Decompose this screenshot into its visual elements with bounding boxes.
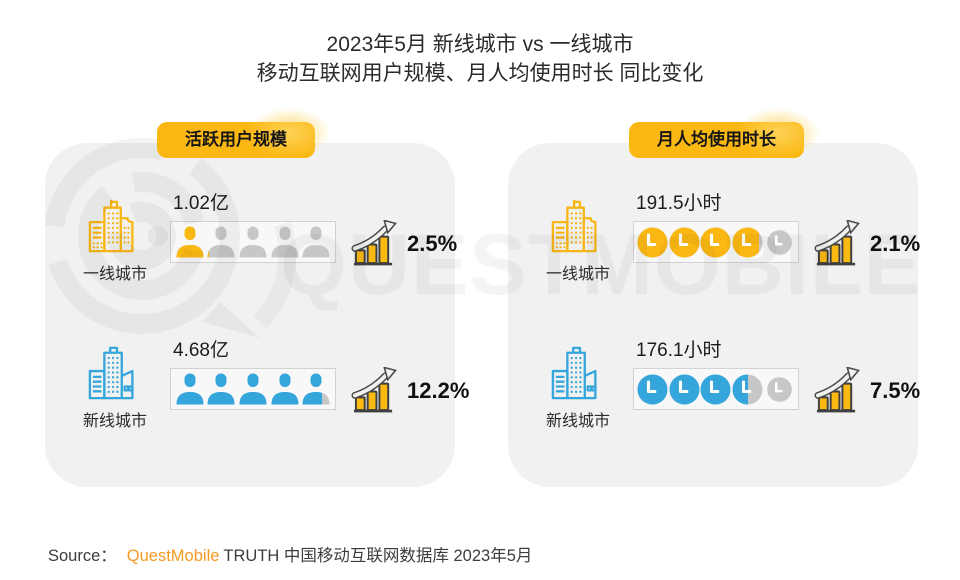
metric-block: 176.1小时 [633,340,799,410]
source-prefix: Source： [48,547,117,565]
metric-value: 4.68亿 [173,340,229,361]
city-block-new-line: 新线城市 [534,345,622,431]
person-icon-gauge [170,221,336,263]
person-icon [301,226,331,258]
person-icon [270,373,300,405]
metric-block: 191.5小时 [633,193,799,263]
person-icon [301,373,331,405]
clock-icon [732,374,763,405]
metric-block: 1.02亿 [170,193,336,263]
clock-icon [637,374,668,405]
growth-bars-arrow-icon [351,367,397,413]
clock-icon [767,376,792,402]
growth-bars-arrow-icon [814,367,860,413]
growth-block: 2.5% [351,220,457,267]
first-tier-city-buildings-icon [88,199,134,253]
panel-row-first-tier: 一线城市 191.5小时 [534,193,920,284]
first-tier-city-buildings-icon [551,199,597,253]
clock-icon-gauge [633,368,799,410]
clock-icon [767,229,792,255]
clock-icon-gauge [633,221,799,263]
new-line-city-buildings-icon [551,346,597,400]
city-block-first-tier: 一线城市 [534,198,622,284]
metric-block: 4.68亿 [170,340,336,410]
person-icon [238,226,268,258]
panel-row-first-tier: 一线城市 1.02亿 [71,193,457,284]
active-user-scale-badge: 活跃用户规模 [157,108,331,158]
person-icon [175,373,205,405]
growth-block: 7.5% [814,367,920,414]
metric-value: 176.1小时 [636,340,722,361]
growth-bars-arrow-icon [814,220,860,266]
metric-value: 1.02亿 [173,193,229,214]
metric-value: 191.5小时 [636,193,722,214]
growth-block: 2.1% [814,220,920,267]
clock-icon [700,374,731,405]
city-label: 新线城市 [82,413,147,430]
yoy-growth-percent: 12.2% [407,377,470,403]
city-block-new-line: 新线城市 [71,345,159,431]
clock-icon [637,227,668,258]
clock-icon [669,227,700,258]
panel-row-new-line: 新线城市 176.1小时 [534,340,920,431]
growth-block: 12.2% [351,367,469,414]
title-line-2: 移动互联网用户规模、月人均使用时长 同比变化 [256,62,704,85]
panel-row-new-line: 新线城市 4.68亿 [71,340,469,431]
city-block-first-tier: 一线城市 [71,198,159,284]
monthly-usage-time-panel: 一线城市 191.5小时 [508,143,920,487]
person-icon-gauge [170,368,336,410]
new-line-city-buildings-icon [88,346,134,400]
monthly-usage-time-badge: 月人均使用时长 [629,108,820,158]
title-line-1: 2023年5月 新线城市 vs 一线城市 [326,33,634,56]
person-icon [206,226,236,258]
yoy-growth-percent: 2.5% [407,230,458,256]
yoy-growth-percent: 2.1% [870,230,921,256]
city-label: 一线城市 [82,266,147,283]
person-icon [270,226,300,258]
clock-icon [700,227,731,258]
person-icon [175,226,205,258]
city-label: 新线城市 [545,413,610,430]
source-line: Source： QuestMobile TRUTH 中国移动互联网数据库 202… [48,542,532,566]
city-label: 一线城市 [545,266,610,283]
source-brand-questmobile: QuestMobile [126,547,220,565]
clock-icon [669,374,700,405]
growth-bars-arrow-icon [351,220,397,266]
person-icon [238,373,268,405]
active-user-scale-panel: 一线城市 1.02亿 [45,143,469,487]
person-icon [206,373,236,405]
yoy-growth-percent: 7.5% [870,377,921,403]
source-suffix: TRUTH 中国移动互联网数据库 2023年5月 [223,547,533,565]
clock-icon [732,227,763,258]
page-title: 2023年5月 新线城市 vs 一线城市 移动互联网用户规模、月人均使用时长 同… [0,30,960,88]
